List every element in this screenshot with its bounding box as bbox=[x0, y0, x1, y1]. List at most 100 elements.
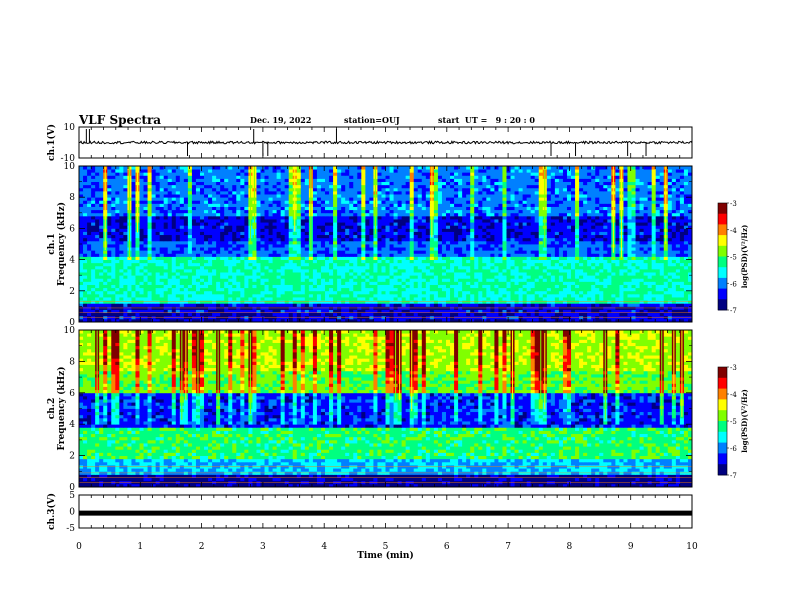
spectrogram-cell bbox=[506, 278, 511, 282]
spectrogram-cell bbox=[135, 275, 140, 279]
spectrogram-cell bbox=[143, 244, 148, 248]
spectrogram-cell bbox=[308, 290, 314, 295]
spectrogram-cell bbox=[671, 293, 677, 298]
spectrogram-cell bbox=[522, 225, 528, 229]
spectrogram-cell bbox=[659, 303, 665, 307]
spectrogram-cell bbox=[498, 290, 503, 295]
spectrogram-cell bbox=[454, 256, 459, 260]
spectrogram-cell bbox=[534, 231, 540, 236]
spectrogram-cell bbox=[369, 234, 374, 239]
spectrogram-cell bbox=[462, 290, 467, 295]
spectrogram-cell bbox=[530, 231, 536, 236]
spectrogram-cell bbox=[79, 303, 84, 307]
spectrogram-cell bbox=[562, 284, 568, 289]
spectrogram-cell bbox=[595, 318, 600, 323]
spectrogram-cell bbox=[111, 281, 116, 285]
spectrogram-cell bbox=[526, 244, 532, 248]
spectrogram-cell bbox=[522, 250, 528, 254]
spectrogram-cell bbox=[510, 309, 515, 314]
spectrogram-cell bbox=[385, 253, 390, 257]
spectrogram-cell bbox=[167, 250, 173, 254]
spectrogram-cell bbox=[385, 265, 390, 270]
spectrogram-cell bbox=[538, 318, 544, 323]
spectrogram-cell bbox=[546, 253, 552, 257]
spectrogram-cell bbox=[155, 231, 161, 236]
spectrogram-cell bbox=[111, 290, 116, 295]
spectrogram-cell bbox=[599, 228, 604, 232]
spectrogram-cell bbox=[103, 284, 108, 289]
spectrogram-cell bbox=[79, 234, 84, 239]
spectrogram-cell bbox=[83, 297, 88, 301]
spectrogram-cell bbox=[627, 290, 632, 295]
spectrogram-cell bbox=[337, 297, 342, 301]
spectrogram-cell bbox=[615, 309, 620, 314]
spectrogram-cell bbox=[474, 237, 479, 242]
spectrogram-cell bbox=[341, 293, 346, 298]
spectrogram-cell bbox=[421, 275, 427, 279]
spectrogram-cell bbox=[454, 253, 459, 257]
spectrogram-cell bbox=[667, 253, 673, 257]
spectrogram-cell bbox=[135, 312, 140, 317]
spectrogram-cell bbox=[87, 272, 92, 276]
spectrogram-cell bbox=[280, 312, 286, 317]
spectrogram-cell bbox=[514, 253, 519, 257]
spectrogram-cell bbox=[631, 237, 636, 242]
spectrogram-cell bbox=[349, 293, 354, 298]
spectrogram-cell bbox=[494, 309, 499, 314]
spectrogram-cell bbox=[562, 278, 568, 282]
spectrogram-cell bbox=[107, 303, 112, 307]
spectrogram-cell bbox=[131, 250, 136, 254]
spectrogram-cell bbox=[482, 309, 487, 314]
spectrogram-cell bbox=[413, 287, 419, 292]
spectrogram-cell bbox=[135, 253, 140, 257]
spectrogram-cell bbox=[191, 268, 197, 273]
spectrogram-cell bbox=[369, 225, 374, 229]
spectrogram-cell bbox=[220, 303, 225, 307]
spectrogram-cell bbox=[474, 256, 479, 260]
spectrogram-cell bbox=[139, 284, 144, 289]
spectrogram-cell bbox=[647, 237, 653, 242]
spectrogram-cell bbox=[240, 256, 245, 260]
spectrogram-cell bbox=[450, 265, 455, 270]
spectrogram-cell bbox=[127, 256, 132, 260]
spectrogram-cell bbox=[433, 247, 439, 251]
spectrogram-cell bbox=[526, 265, 532, 270]
spectrogram-cell bbox=[99, 253, 104, 257]
spectrogram-cell bbox=[675, 312, 681, 317]
spectrogram-cell bbox=[530, 284, 536, 289]
spectrogram-cell bbox=[550, 222, 556, 226]
spectrogram-cell bbox=[147, 265, 152, 270]
spectrogram-cell bbox=[208, 250, 213, 254]
spectrogram-cell bbox=[550, 234, 556, 239]
spectrogram-cell bbox=[272, 287, 278, 292]
spectrogram-cell bbox=[345, 309, 350, 314]
spectrogram-cell bbox=[687, 297, 693, 301]
spectrogram-cell bbox=[228, 219, 233, 223]
spectrogram-cell bbox=[627, 247, 632, 251]
spectrogram-cell bbox=[365, 278, 370, 282]
spectrogram-cell bbox=[445, 262, 451, 267]
spectrogram-cell bbox=[99, 259, 104, 264]
spectrogram-cell bbox=[345, 244, 350, 248]
spectrogram-cell bbox=[683, 312, 689, 317]
spectrogram-cell bbox=[123, 293, 128, 298]
spectrogram-cell bbox=[272, 297, 278, 301]
spectrogram-cell bbox=[458, 281, 463, 285]
spectrogram-cell bbox=[401, 250, 407, 254]
spectrogram-cell bbox=[389, 237, 394, 242]
spectrogram-cell bbox=[280, 284, 286, 289]
spectrogram-cell bbox=[554, 256, 560, 260]
spectrogram-cell bbox=[151, 265, 157, 270]
spectrogram-cell bbox=[550, 228, 556, 232]
spectrogram-cell bbox=[393, 240, 398, 245]
spectrogram-cell bbox=[445, 287, 451, 292]
spectrogram-cell bbox=[514, 247, 519, 251]
spectrogram-cell bbox=[199, 284, 205, 289]
spectrogram-cell bbox=[252, 250, 257, 254]
spectrogram-cell bbox=[147, 272, 152, 276]
spectrogram-cell bbox=[208, 284, 213, 289]
spectrogram-cell bbox=[474, 309, 479, 314]
spectrogram-cell bbox=[236, 303, 241, 307]
spectrogram-cell bbox=[542, 309, 548, 314]
spectrogram-cell bbox=[320, 284, 326, 289]
